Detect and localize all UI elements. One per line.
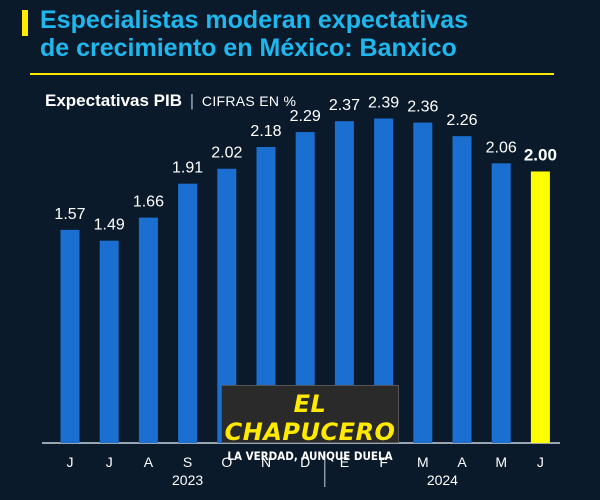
- data-label: 1.66: [133, 194, 164, 211]
- x-tick-label: E: [340, 454, 349, 470]
- bar: [491, 163, 511, 444]
- bar: [60, 229, 80, 443]
- data-label: 2.02: [211, 145, 242, 162]
- chart-unit-label: CIFRAS EN %: [201, 93, 297, 109]
- data-label: 2.37: [329, 97, 360, 114]
- x-tick-label: N: [261, 454, 271, 470]
- bar: [295, 132, 315, 444]
- x-tick-label: A: [457, 454, 467, 470]
- x-tick-label: M: [417, 454, 429, 470]
- x-tick-label: J: [67, 454, 74, 470]
- watermark-brand: EL CHAPUCERO: [224, 390, 396, 446]
- page-title: Especialistas moderan expectativas de cr…: [40, 6, 580, 62]
- data-label: 2.26: [446, 112, 477, 129]
- title-line-2: de crecimiento en México: Banxico: [40, 34, 457, 62]
- data-label: 1.91: [172, 160, 203, 177]
- data-label: 2.29: [290, 108, 321, 125]
- data-label: 2.39: [368, 95, 399, 112]
- watermark-tagline: LA VERDAD, AUNQUE DUELA: [227, 449, 393, 463]
- bar: [178, 183, 198, 443]
- x-tick-label: J: [537, 454, 544, 470]
- chart-subtitle-label: Expectativas PIB: [45, 91, 183, 110]
- data-label: 1.49: [94, 217, 125, 234]
- title-accent-bar: [22, 10, 28, 36]
- data-label: 2.36: [407, 99, 438, 116]
- bar: [452, 136, 472, 443]
- data-label: 2.18: [250, 123, 281, 140]
- bar: [334, 121, 354, 443]
- x-tick-label: D: [300, 454, 310, 470]
- data-label: 2.00: [524, 145, 557, 164]
- year-label: 2023: [172, 472, 203, 488]
- bar: [99, 240, 119, 443]
- bar: [138, 217, 158, 443]
- title-line-1: Especialistas moderan expectativas: [40, 6, 469, 34]
- x-tick-label: M: [495, 454, 507, 470]
- data-label: 1.57: [54, 206, 85, 223]
- x-tick-label: J: [106, 454, 113, 470]
- data-label: 2.06: [486, 139, 517, 156]
- year-label: 2024: [427, 472, 458, 488]
- x-tick-label: A: [144, 454, 154, 470]
- bar: [374, 118, 394, 443]
- watermark-logo: EL CHAPUCERO LA VERDAD, AUNQUE DUELA: [221, 385, 399, 463]
- bar: [217, 168, 237, 443]
- subtitle-separator: |: [189, 91, 195, 110]
- bar: [256, 147, 276, 443]
- x-tick-label: S: [183, 454, 192, 470]
- chart-subtitle: Expectativas PIB | CIFRAS EN %: [45, 91, 296, 111]
- x-tick-label: O: [221, 454, 232, 470]
- title-divider: [30, 73, 554, 75]
- bar: [530, 171, 550, 443]
- bar: [413, 122, 433, 443]
- x-tick-label: F: [379, 454, 388, 470]
